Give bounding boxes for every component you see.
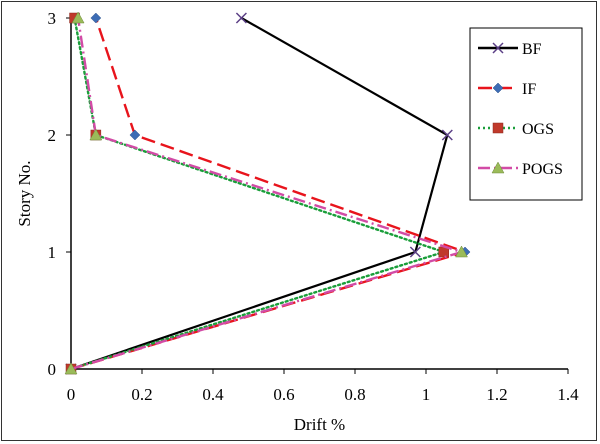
legend-entry-pogs: POGS [478, 161, 563, 178]
legend-label: POGS [522, 161, 563, 178]
series-line-ogs [69, 16, 448, 371]
x-marker-bf [409, 246, 421, 258]
legend-label: IF [522, 81, 536, 98]
square-marker-legend [492, 122, 504, 134]
diamond-marker-if [90, 12, 102, 24]
triangle-marker-legend [491, 161, 505, 174]
legend-entry-ogs: OGS [478, 121, 554, 138]
y-axis-label: Story No. [15, 160, 34, 226]
series-ogs [65, 12, 449, 375]
triangle-marker-pogs [89, 128, 103, 141]
x-marker-bf [235, 12, 247, 24]
series-group [64, 11, 471, 375]
diamond-marker-if [129, 129, 141, 141]
x-ticks: 0 0.2 0.4 0.6 0.8 1 1.2 1.4 [67, 369, 579, 404]
legend-entry-bf: BF [478, 41, 542, 58]
triangle-marker-pogs [455, 245, 468, 258]
x-tick-label: 0.2 [131, 385, 152, 404]
series-pogs [64, 11, 468, 375]
y-tick-label: 3 [48, 9, 57, 28]
triangle-marker-pogs [71, 11, 85, 24]
y-ticks: 0 1 2 3 [48, 9, 71, 379]
legend-label: BF [522, 41, 542, 58]
x-tick-label: 1.4 [557, 385, 579, 404]
series-bf [65, 12, 453, 375]
legend: BF IF OGS POGS [469, 27, 583, 201]
series-line-bf [70, 17, 449, 371]
x-tick-label: 1 [422, 385, 431, 404]
x-tick-label: 1.2 [486, 385, 507, 404]
legend-entry-if: IF [478, 81, 536, 98]
x-tick-label: 0.8 [344, 385, 365, 404]
diamond-marker-legend [492, 82, 504, 94]
y-tick-label: 2 [48, 126, 57, 145]
x-axis-label: Drift % [294, 415, 345, 434]
x-tick-label: 0.4 [202, 385, 224, 404]
legend-box [469, 27, 583, 201]
y-tick-label: 1 [48, 243, 57, 262]
y-tick-label: 0 [48, 360, 57, 379]
x-marker-legend [492, 42, 504, 54]
x-tick-label: 0.6 [273, 385, 294, 404]
triangle-marker-pogs [64, 362, 78, 375]
x-marker-bf [441, 129, 453, 141]
x-tick-label: 0 [67, 385, 76, 404]
axes [70, 18, 568, 370]
series-line-pogs [70, 17, 466, 371]
legend-label: OGS [522, 121, 554, 138]
